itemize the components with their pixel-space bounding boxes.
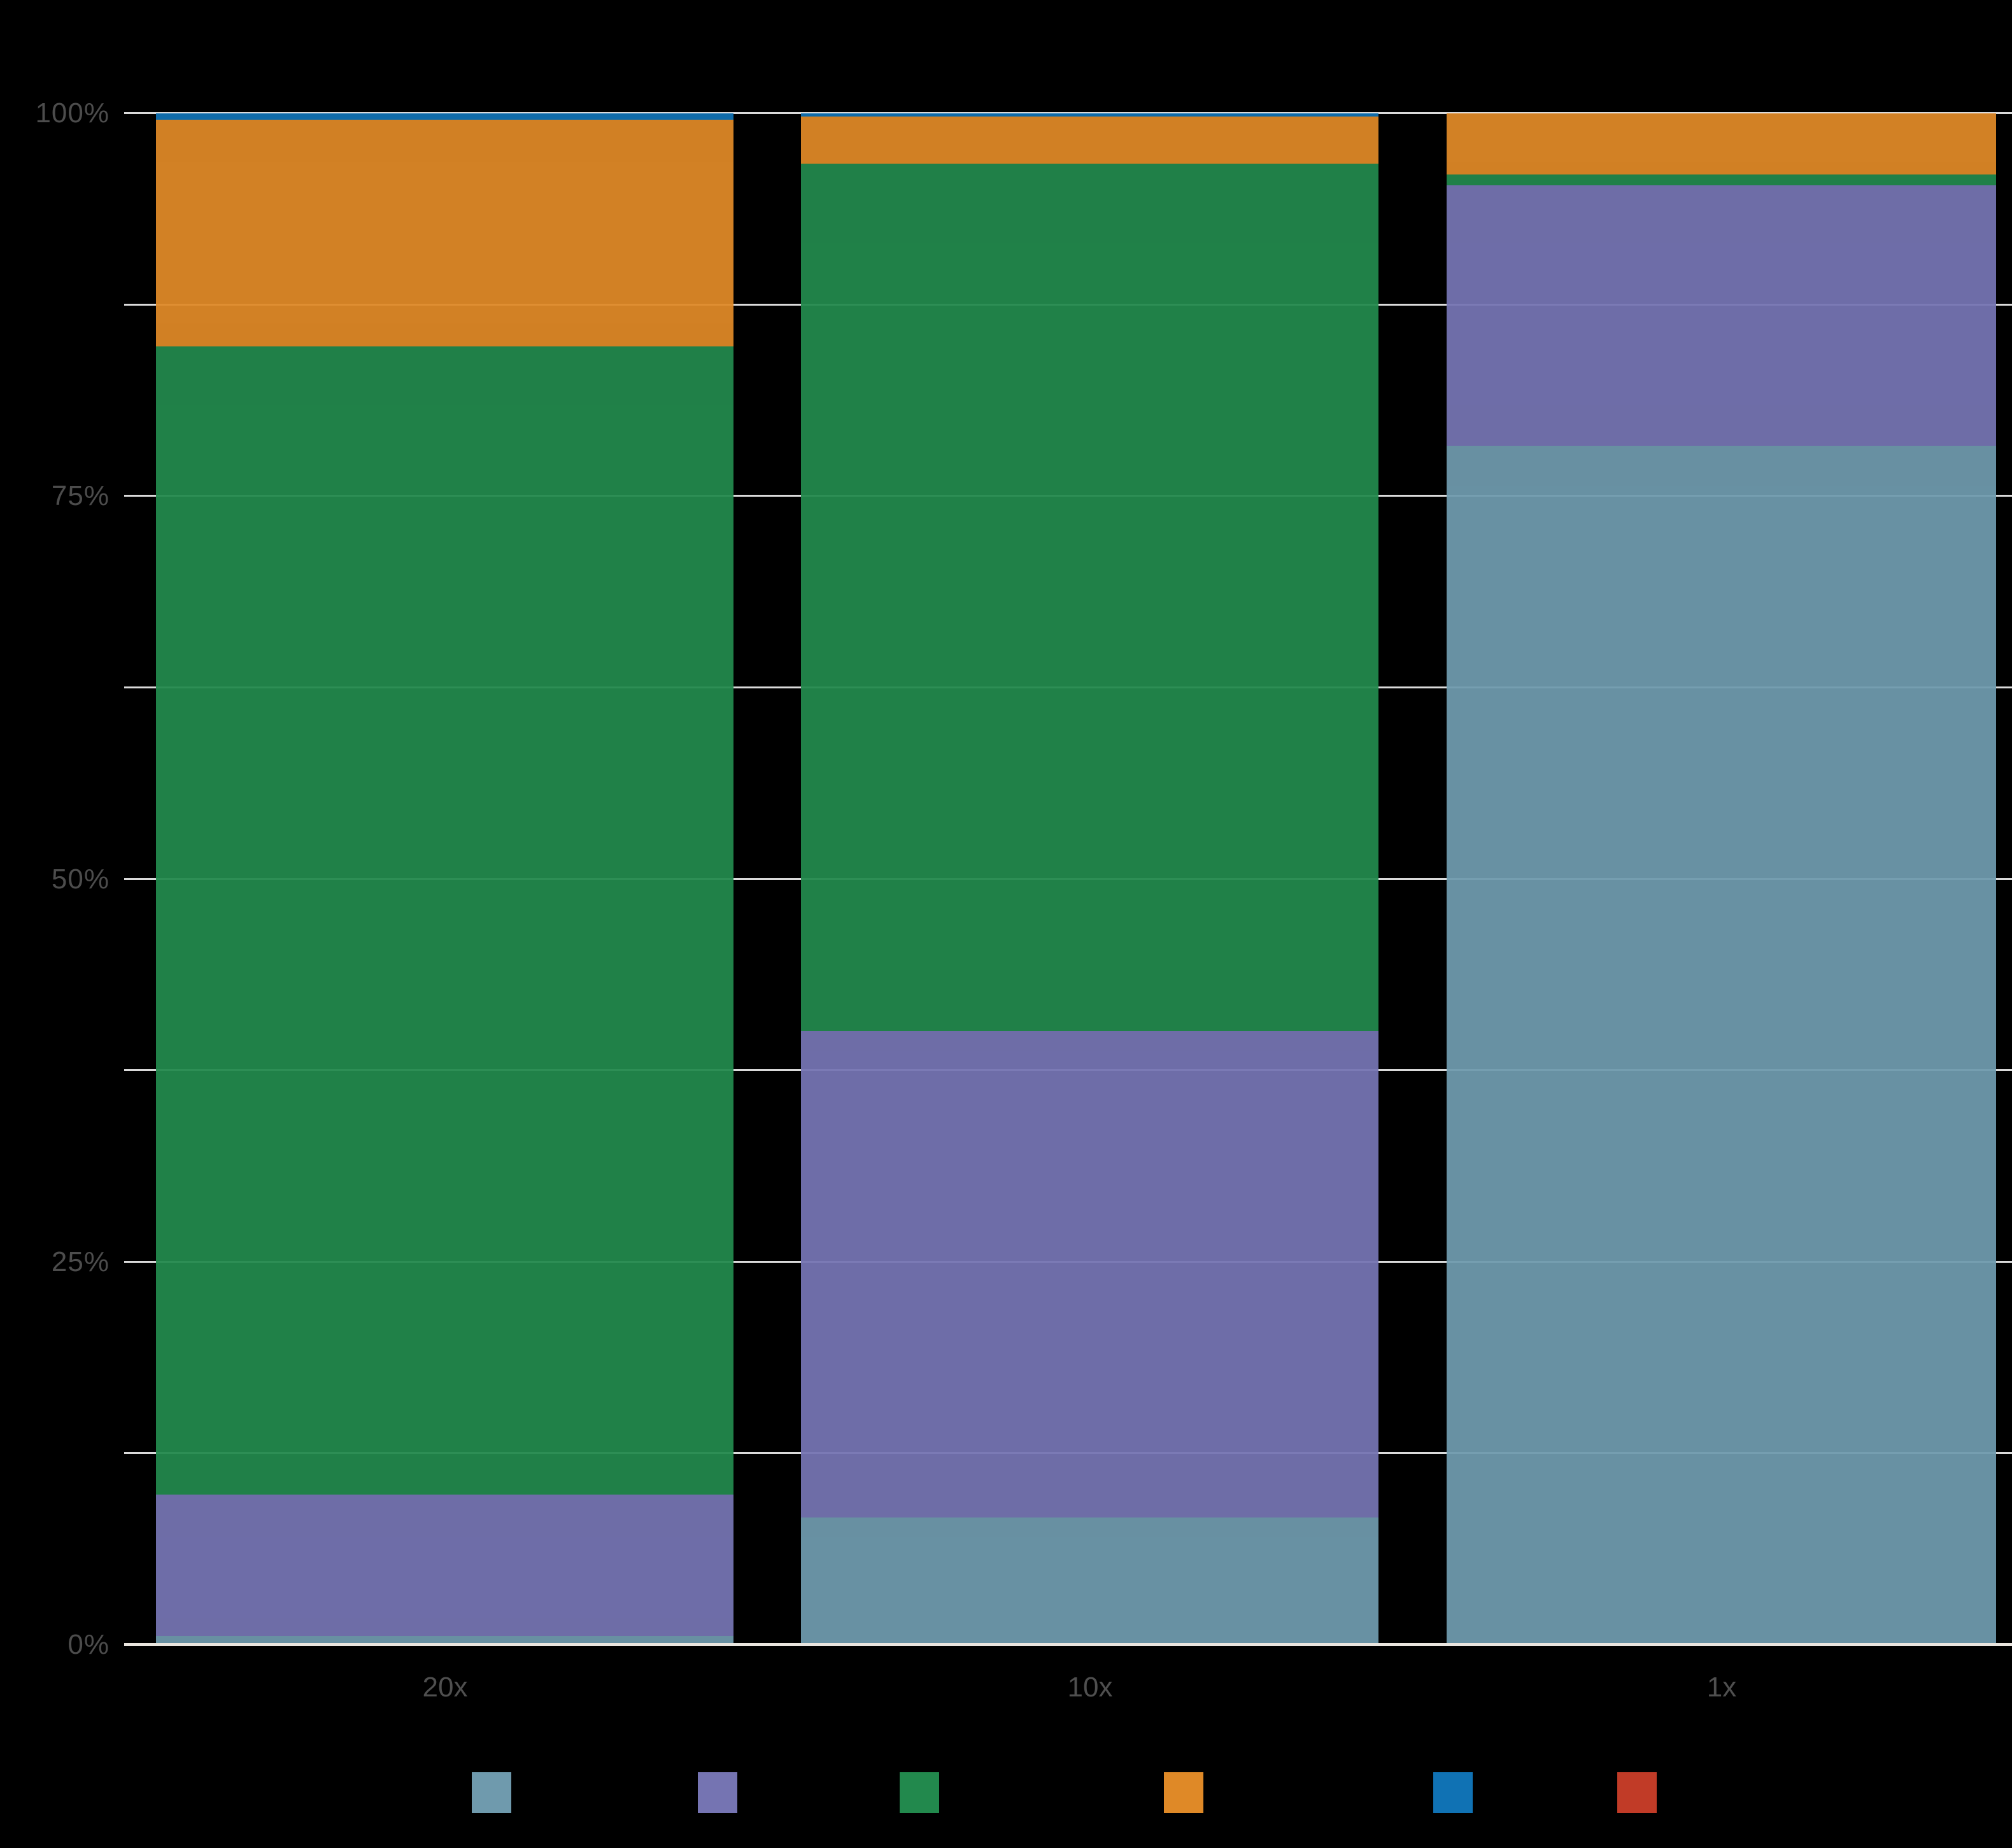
y-tick-label: 50%: [51, 863, 110, 895]
legend-swatch-green[interactable]: [900, 1772, 939, 1813]
bar-segment-orange[interactable]: [801, 116, 1378, 164]
bar-segment-orange[interactable]: [1447, 113, 1996, 175]
x-axis-labels: 20x 10x 1x: [0, 1672, 2012, 1716]
bar-1x[interactable]: [1447, 113, 1996, 1645]
bar-segment-green[interactable]: [1447, 174, 1996, 186]
bar-20x[interactable]: [156, 113, 733, 1645]
bar-segment-orange[interactable]: [156, 119, 733, 346]
y-tick-label: 75%: [51, 480, 110, 512]
bar-segment-blue[interactable]: [801, 113, 1378, 117]
bar-segment-steel-blue[interactable]: [1447, 445, 1996, 1645]
bars: [156, 113, 2012, 1645]
gridline: [124, 112, 2012, 114]
legend: [0, 1772, 2012, 1815]
bar-segment-steel-blue[interactable]: [801, 1517, 1378, 1645]
bar-segment-green[interactable]: [801, 164, 1378, 1031]
plot-area: [124, 112, 2012, 1646]
bar-10x[interactable]: [801, 113, 1378, 1645]
legend-swatch-orange[interactable]: [1164, 1772, 1203, 1813]
x-tick-label-1x: 1x: [1706, 1672, 1737, 1703]
x-axis-line: [124, 1643, 2012, 1646]
bar-segment-purple[interactable]: [156, 1495, 733, 1636]
x-tick-label-10x: 10x: [1067, 1672, 1113, 1703]
bar-segment-purple[interactable]: [1447, 185, 1996, 446]
legend-swatch-purple[interactable]: [698, 1772, 737, 1813]
bar-segment-steel-blue[interactable]: [156, 1635, 733, 1645]
y-tick-label: 25%: [51, 1246, 110, 1277]
y-axis-labels: 0% 25% 50% 75% 100%: [0, 97, 110, 1660]
legend-swatch-blue[interactable]: [1433, 1772, 1473, 1813]
bar-segment-blue[interactable]: [156, 113, 733, 120]
bar-segment-purple[interactable]: [801, 1030, 1378, 1518]
y-tick-label: 100%: [35, 97, 110, 129]
legend-swatch-red[interactable]: [1617, 1772, 1657, 1813]
y-tick-label: 0%: [67, 1629, 110, 1660]
x-tick-label-20x: 20x: [422, 1672, 468, 1703]
legend-swatch-steel-blue[interactable]: [472, 1772, 511, 1813]
bar-segment-green[interactable]: [156, 346, 733, 1495]
